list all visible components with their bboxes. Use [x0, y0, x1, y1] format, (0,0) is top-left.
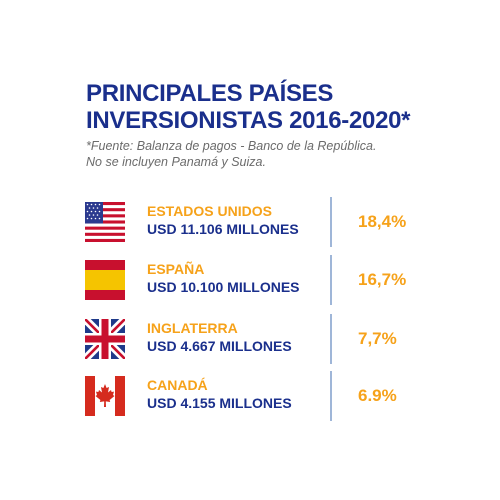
- source-note-line-2: No se incluyen Panamá y Suiza.: [86, 155, 266, 169]
- row-divider: [330, 255, 332, 305]
- country-percent: 16,7%: [358, 270, 407, 289]
- country-name: CANADÁ: [147, 377, 208, 393]
- country-row-usa: ESTADOS UNIDOS USD 11.106 MILLONES 18,4%: [0, 197, 500, 247]
- row-divider: [330, 197, 332, 247]
- country-percent: 6.9%: [358, 386, 397, 405]
- page-title: PRINCIPALES PAÍSES INVERSIONISTAS 2016-2…: [86, 80, 466, 134]
- country-name: ESTADOS UNIDOS: [147, 203, 272, 219]
- country-percent: 18,4%: [358, 212, 407, 231]
- title-line-1: PRINCIPALES PAÍSES: [86, 80, 334, 107]
- uk-flag-icon: [85, 319, 125, 359]
- source-note-line-1: *Fuente: Balanza de pagos - Banco de la …: [86, 139, 377, 153]
- country-name: ESPAÑA: [147, 261, 205, 277]
- source-note: *Fuente: Balanza de pagos - Banco de la …: [86, 138, 466, 170]
- country-amount: USD 4.155 MILLONES: [147, 395, 292, 411]
- country-percent: 7,7%: [358, 329, 397, 348]
- country-row-canada: CANADÁ USD 4.155 MILLONES 6.9%: [0, 371, 500, 421]
- country-amount: USD 10.100 MILLONES: [147, 279, 300, 295]
- country-row-uk: INGLATERRA USD 4.667 MILLONES 7,7%: [0, 314, 500, 364]
- usa-flag-icon: [85, 202, 125, 242]
- country-name: INGLATERRA: [147, 320, 238, 336]
- country-amount: USD 11.106 MILLONES: [147, 221, 299, 237]
- spain-flag-icon: [85, 260, 125, 300]
- country-row-spain: ESPAÑA USD 10.100 MILLONES 16,7%: [0, 255, 500, 305]
- row-divider: [330, 314, 332, 364]
- canada-flag-icon: [85, 376, 125, 416]
- country-amount: USD 4.667 MILLONES: [147, 338, 292, 354]
- title-line-2: INVERSIONISTAS 2016-2020*: [86, 107, 411, 134]
- row-divider: [330, 371, 332, 421]
